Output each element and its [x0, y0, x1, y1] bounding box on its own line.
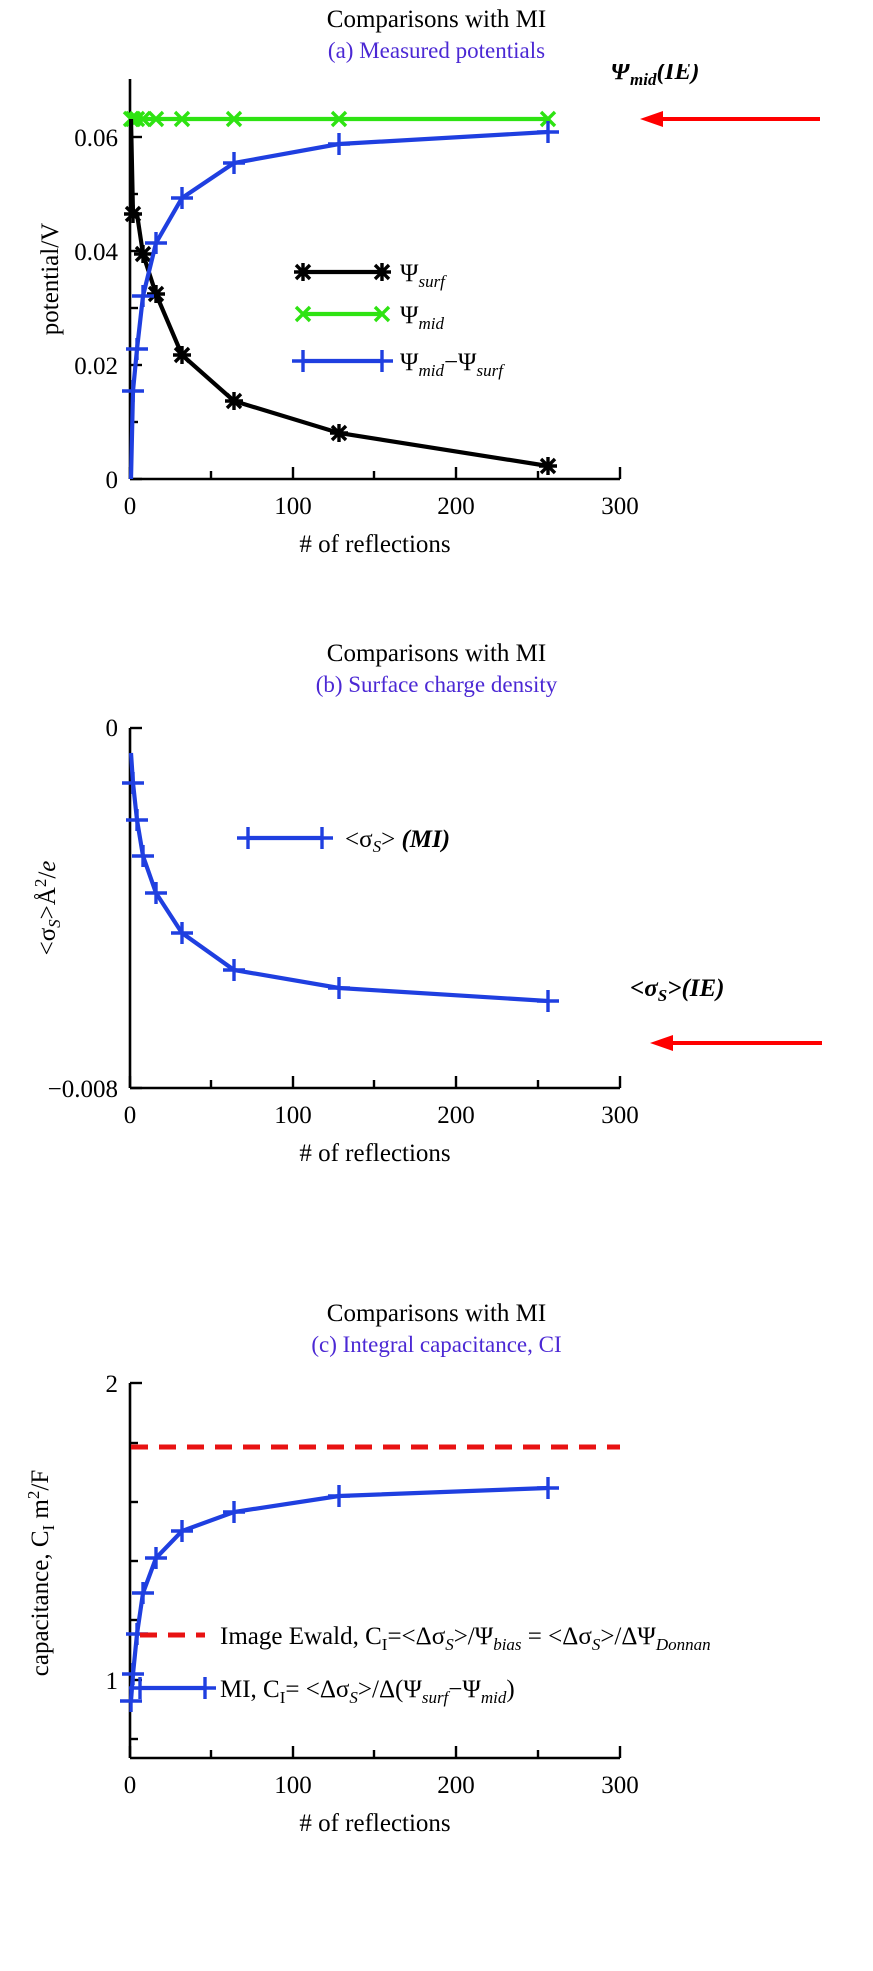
series-psi-surf	[124, 118, 557, 475]
panel-c: Comparisons with MI (c) Integral capacit…	[0, 1300, 873, 1960]
x-tick-label-c-2: 200	[437, 1772, 475, 1799]
panel-c-title: Comparisons with MI	[326, 1300, 547, 1327]
y-tick-label-b-0: −0.008	[48, 1076, 118, 1103]
annotation-b-text: <σS>(IE)	[630, 975, 725, 1005]
panel-a-title: Comparisons with MI	[326, 6, 547, 33]
panel-a-subtitle: (a) Measured potentials	[327, 38, 546, 63]
panel-b-plot: 0 −0.008 0 100 200 300 # of reflections …	[31, 715, 822, 1167]
x-axis-label-b: # of reflections	[299, 1140, 450, 1167]
x-ticks-b	[128, 1076, 622, 1088]
x-tick-label-a-2: 200	[437, 493, 475, 520]
x-tick-label-a-3: 300	[601, 493, 639, 520]
panel-c-subtitle: (c) Integral capacitance, CI	[311, 1332, 562, 1357]
panel-a: Comparisons with MI (a) Measured potenti…	[0, 0, 873, 640]
series-sigma-mi	[122, 752, 559, 1012]
y-axis-label-c: capacitance, CI m2/F	[24, 1470, 58, 1676]
y-axis-label-b: <σS>Å2/e	[31, 861, 64, 956]
x-tick-label-c-0: 0	[124, 1772, 137, 1799]
legend-a-item-2: Ψmid−Ψsurf	[400, 349, 505, 380]
legend-a: Ψsurf Ψmid Ψmid−Ψsurf	[292, 260, 505, 380]
panel-c-plot: 2 1 0 100 200 300 capacitance, CI m2/F #…	[24, 1371, 711, 1837]
y-tick-label-a-0: 0	[106, 467, 119, 494]
x-tick-label-a-1: 100	[274, 493, 312, 520]
x-tick-label-b-1: 100	[274, 1102, 312, 1129]
series-psi-mid	[122, 110, 557, 128]
series-mi-capacitance	[120, 1477, 559, 1712]
y-tick-label-b-1: 0	[106, 715, 119, 742]
red-arrow-b	[650, 1035, 822, 1051]
y-tick-label-a-1: 0.02	[74, 353, 118, 380]
y-tick-label-c-0: 1	[106, 1668, 119, 1695]
x-tick-label-c-3: 300	[601, 1772, 639, 1799]
x-tick-label-c-1: 100	[274, 1772, 312, 1799]
y-tick-label-c-1: 2	[106, 1371, 119, 1398]
panel-b-subtitle: (b) Surface charge density	[315, 672, 558, 697]
legend-b: <σS> (MI)	[237, 826, 450, 856]
x-tick-label-b-2: 200	[437, 1102, 475, 1129]
annotation-a-text: Ψmid(IE)	[610, 64, 700, 89]
legend-a-item-0: Ψsurf	[400, 260, 447, 291]
legend-a-item-1: Ψmid	[400, 302, 444, 333]
y-axis-label-a: potential/V	[37, 223, 64, 335]
y-tick-label-a-3: 0.06	[74, 125, 118, 152]
x-tick-label-b-3: 300	[601, 1102, 639, 1129]
legend-c-item-1: MI, CI= <ΔσS>/Δ(Ψsurf−Ψmid)	[220, 1676, 515, 1707]
y-tick-label-a-2: 0.04	[74, 239, 118, 266]
panel-a-plot: 0 0.02 0.04 0.06 0 100 200 300 # of refl…	[37, 64, 820, 558]
x-ticks-c	[128, 1746, 622, 1758]
x-tick-label-a-0: 0	[124, 493, 137, 520]
legend-c: Image Ewald, CI=<ΔσS>/Ψbias = <ΔσS>/ΔΨDo…	[129, 1623, 711, 1707]
red-arrow-a	[640, 111, 820, 127]
legend-c-item-0: Image Ewald, CI=<ΔσS>/Ψbias = <ΔσS>/ΔΨDo…	[220, 1623, 711, 1654]
series-psi-diff	[122, 121, 559, 480]
y-ticks-b	[130, 726, 142, 1090]
panel-b: Comparisons with MI (b) Surface charge d…	[0, 640, 873, 1300]
x-axis-label-a: # of reflections	[299, 531, 450, 558]
x-tick-label-b-0: 0	[124, 1102, 137, 1129]
panel-b-title: Comparisons with MI	[326, 640, 547, 667]
legend-b-item-0: <σS> (MI)	[345, 826, 450, 856]
x-axis-label-c: # of reflections	[299, 1810, 450, 1837]
